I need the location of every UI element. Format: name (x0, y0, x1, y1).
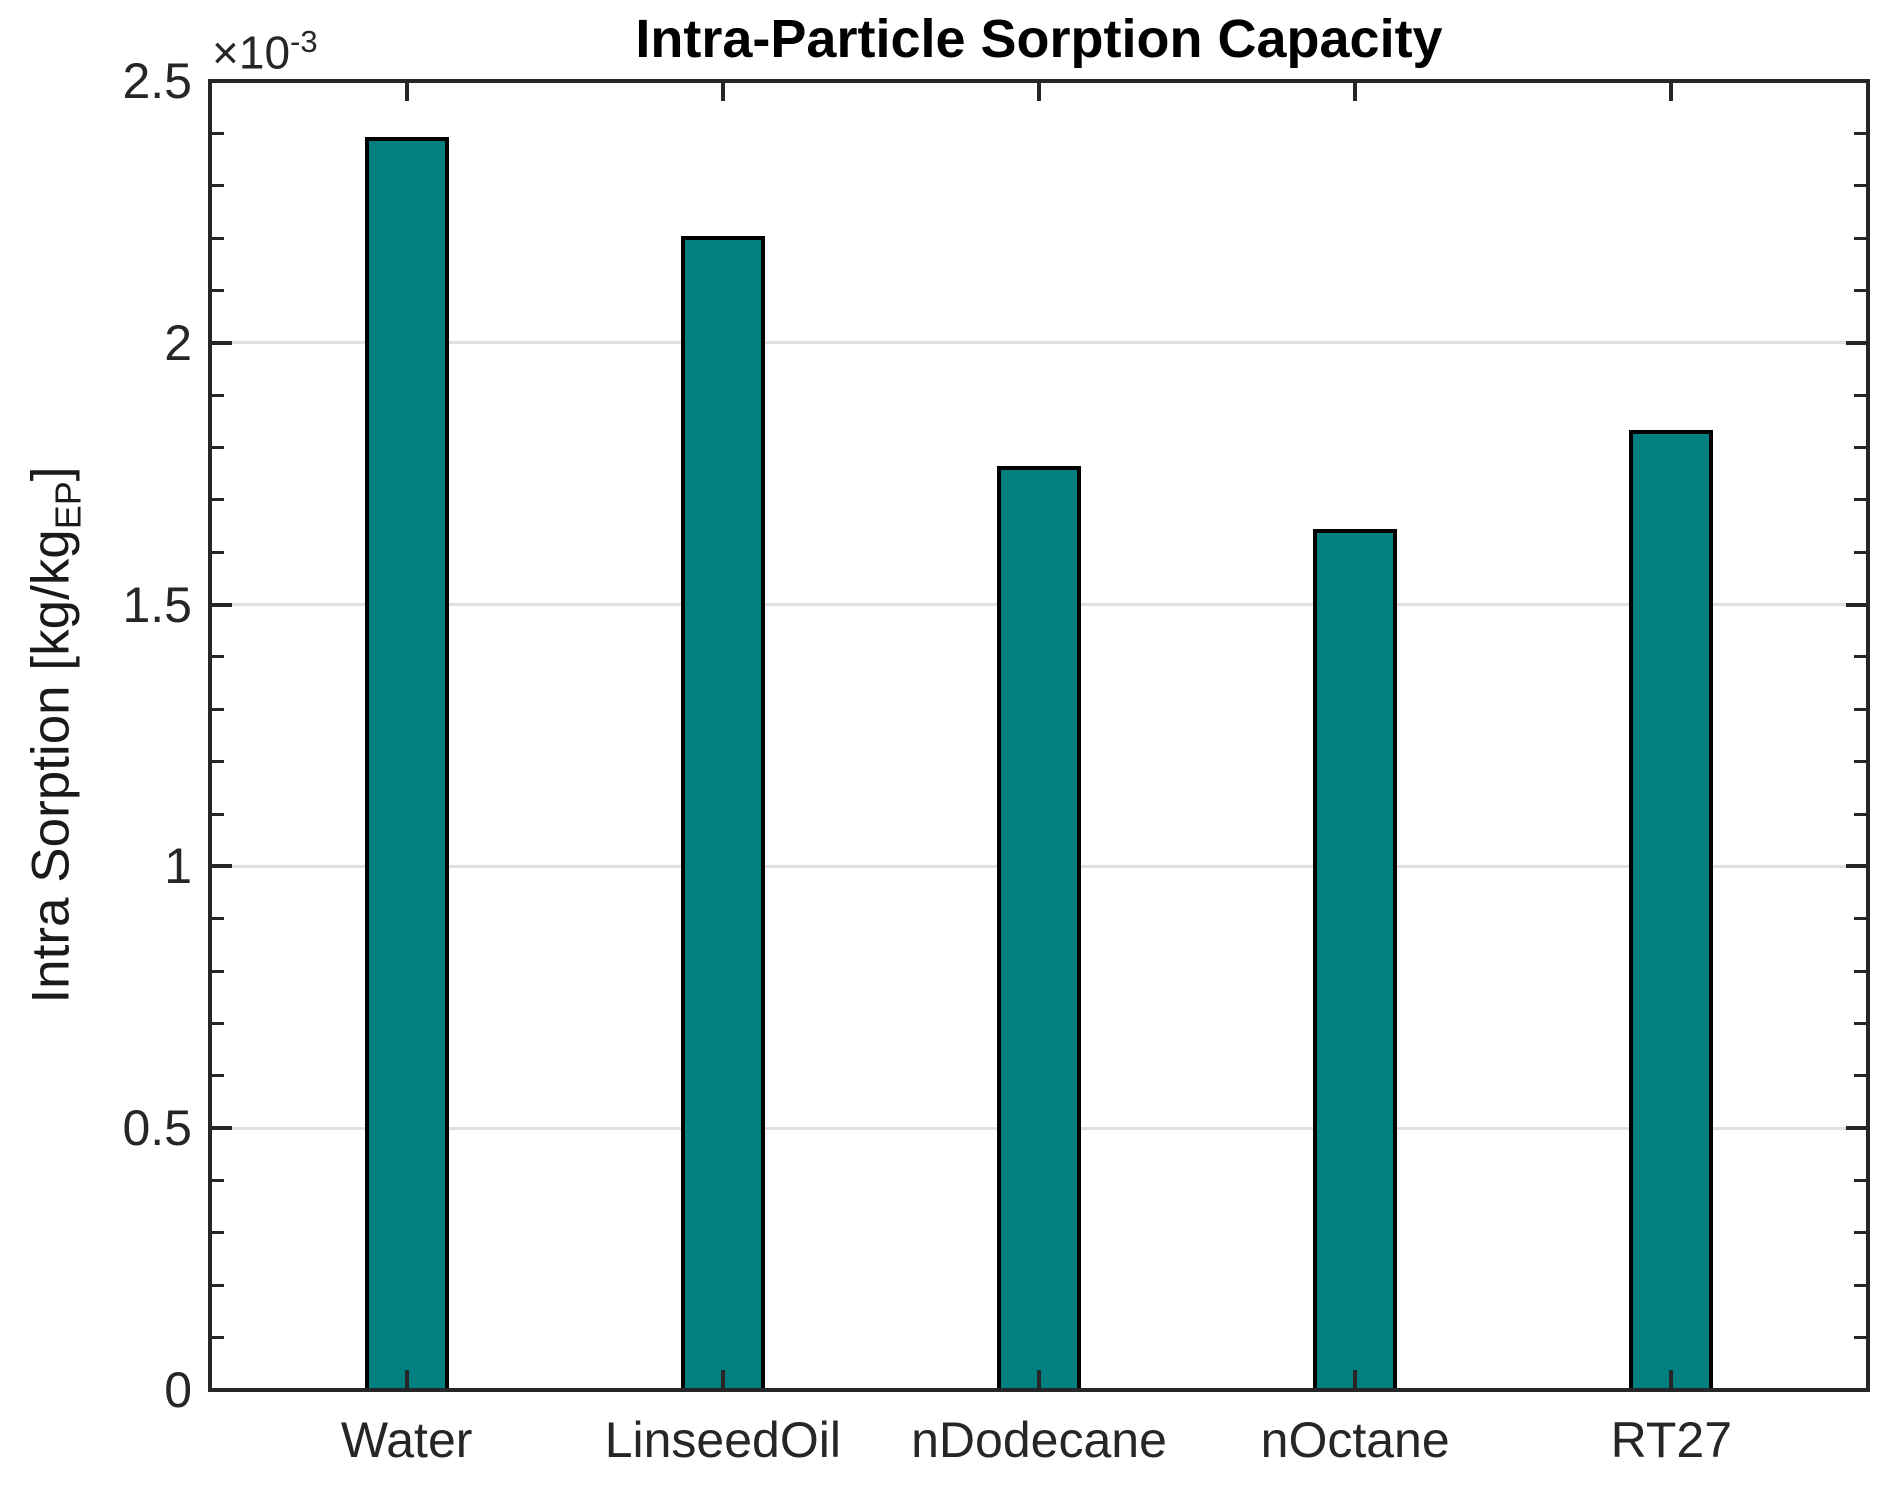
y-minor-tick-left (212, 1179, 224, 1183)
y-major-tick-right (1846, 864, 1866, 869)
x-tick-label: LinseedOil (604, 1412, 841, 1468)
y-minor-tick-left (212, 707, 224, 711)
exponent-power: -3 (290, 24, 318, 59)
x-tick-top (1669, 83, 1674, 101)
y-axis-label: Intra Sorption [kg/kgEP] (21, 466, 90, 1003)
y-tick-label: 1.5 (122, 576, 192, 633)
y-minor-tick-right (1854, 393, 1866, 397)
x-tick-top (1037, 83, 1041, 101)
bar-noctane (1313, 529, 1398, 1392)
y-major-tick-left (212, 1126, 232, 1131)
y-minor-tick-right (1854, 812, 1866, 816)
x-tick-bottom (404, 1370, 409, 1388)
y-minor-tick-right (1854, 550, 1866, 554)
bar-ndodecane (997, 466, 1081, 1392)
y-minor-tick-left (212, 131, 224, 135)
y-minor-tick-right (1854, 655, 1866, 659)
exponent-base: ×10 (212, 26, 291, 79)
y-minor-tick-right (1854, 184, 1866, 188)
x-tick-label: nDodecane (911, 1412, 1167, 1468)
y-minor-tick-left (212, 917, 224, 921)
y-tick-label: 2 (164, 314, 192, 371)
y-axis-label-bracket: ] (21, 466, 81, 482)
x-tick-label: Water (340, 1412, 473, 1468)
y-minor-tick-right (1854, 498, 1866, 502)
y-major-tick-right (1846, 1126, 1866, 1131)
y-minor-tick-left (212, 1336, 224, 1340)
y-minor-tick-right (1854, 707, 1866, 711)
x-tick-label: RT27 (1610, 1412, 1733, 1468)
y-minor-tick-right (1854, 969, 1866, 973)
y-minor-tick-right (1854, 1074, 1866, 1078)
y-minor-tick-left (212, 1283, 224, 1287)
y-minor-tick-left (212, 498, 224, 502)
x-tick-bottom (1037, 1370, 1041, 1388)
y-minor-tick-left (212, 969, 224, 973)
y-minor-tick-right (1854, 446, 1866, 450)
y-tick-label: 0 (164, 1362, 192, 1418)
y-major-tick-left (212, 602, 232, 607)
chart-title: Intra-Particle Sorption Capacity (635, 9, 1443, 69)
y-minor-tick-right (1854, 760, 1866, 764)
y-minor-tick-right (1854, 1283, 1866, 1287)
y-minor-tick-left (212, 446, 224, 450)
y-minor-tick-left (212, 393, 224, 397)
y-tick-label: 1 (164, 838, 192, 895)
y-minor-tick-left (212, 288, 224, 292)
y-minor-tick-right (1854, 1021, 1866, 1025)
y-major-tick-right (1846, 602, 1866, 607)
y-minor-tick-left (212, 550, 224, 554)
y-minor-tick-left (212, 655, 224, 659)
y-minor-tick-left (212, 1231, 224, 1235)
y-minor-tick-right (1854, 236, 1866, 240)
y-tick-label: 2.5 (122, 53, 192, 109)
bar-water (364, 136, 449, 1392)
y-axis-exponent-label: ×10-3 (212, 24, 318, 79)
y-minor-tick-right (1854, 131, 1866, 135)
y-major-tick-right (1846, 340, 1866, 345)
y-tick-label: 0.5 (122, 1100, 192, 1157)
x-tick-bottom (720, 1370, 725, 1388)
x-tick-top (720, 83, 725, 101)
y-axis-label-subscript: EP (47, 481, 89, 530)
x-tick-bottom (1669, 1370, 1674, 1388)
y-major-tick-left (212, 864, 232, 869)
y-minor-tick-right (1854, 1231, 1866, 1235)
x-tick-bottom (1353, 1370, 1358, 1388)
x-tick-top (1353, 83, 1358, 101)
y-minor-tick-left (212, 184, 224, 188)
y-minor-tick-right (1854, 917, 1866, 921)
y-major-tick-left (212, 340, 232, 345)
y-minor-tick-left (212, 1074, 224, 1078)
bar-linseedoil (680, 236, 765, 1392)
y-minor-tick-left (212, 236, 224, 240)
y-minor-tick-right (1854, 1179, 1866, 1183)
y-minor-tick-left (212, 1021, 224, 1025)
y-minor-tick-left (212, 812, 224, 816)
y-gridline (210, 341, 1868, 345)
x-tick-label: nOctane (1260, 1412, 1450, 1468)
y-minor-tick-right (1854, 1336, 1866, 1340)
y-minor-tick-left (212, 760, 224, 764)
bar-rt27 (1629, 429, 1714, 1392)
y-minor-tick-right (1854, 288, 1866, 292)
x-tick-top (404, 83, 409, 101)
